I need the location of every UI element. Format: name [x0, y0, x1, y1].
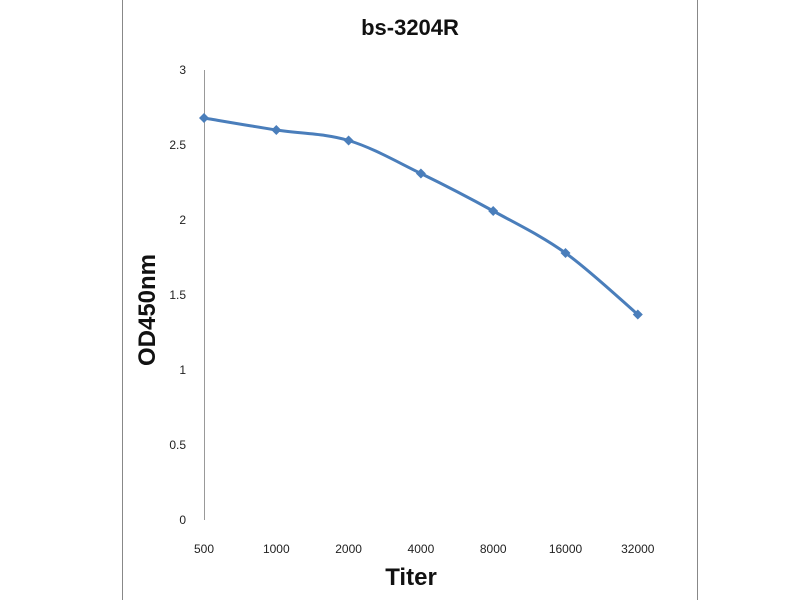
- y-tick-label: 2: [179, 213, 186, 227]
- x-tick-label: 8000: [480, 542, 507, 556]
- data-point-marker: [632, 309, 643, 320]
- x-tick-label: 1000: [263, 542, 290, 556]
- y-axis-label: OD450nm: [134, 254, 161, 366]
- data-point-marker: [271, 125, 282, 135]
- data-point-marker: [343, 135, 354, 146]
- y-tick-label: 1.5: [169, 288, 186, 302]
- data-point-marker: [199, 113, 209, 123]
- x-axis-label: Titer: [385, 564, 437, 591]
- data-point-marker: [488, 206, 499, 216]
- data-point-marker: [415, 168, 426, 179]
- x-tick-label: 2000: [335, 542, 362, 556]
- y-tick-label: 2.5: [169, 138, 186, 152]
- x-tick-label: 16000: [549, 542, 583, 556]
- y-tick-label: 0: [179, 513, 186, 527]
- series-line: [203, 116, 639, 316]
- data-point-marker: [560, 248, 571, 258]
- y-tick-label: 1: [179, 363, 186, 377]
- y-tick-label: 0.5: [169, 438, 186, 452]
- x-tick-label: 500: [194, 542, 214, 556]
- chart-title: bs-3204R: [361, 15, 459, 40]
- y-tick-label: 3: [179, 63, 186, 77]
- x-tick-label: 32000: [621, 542, 655, 556]
- x-tick-label: 4000: [408, 542, 435, 556]
